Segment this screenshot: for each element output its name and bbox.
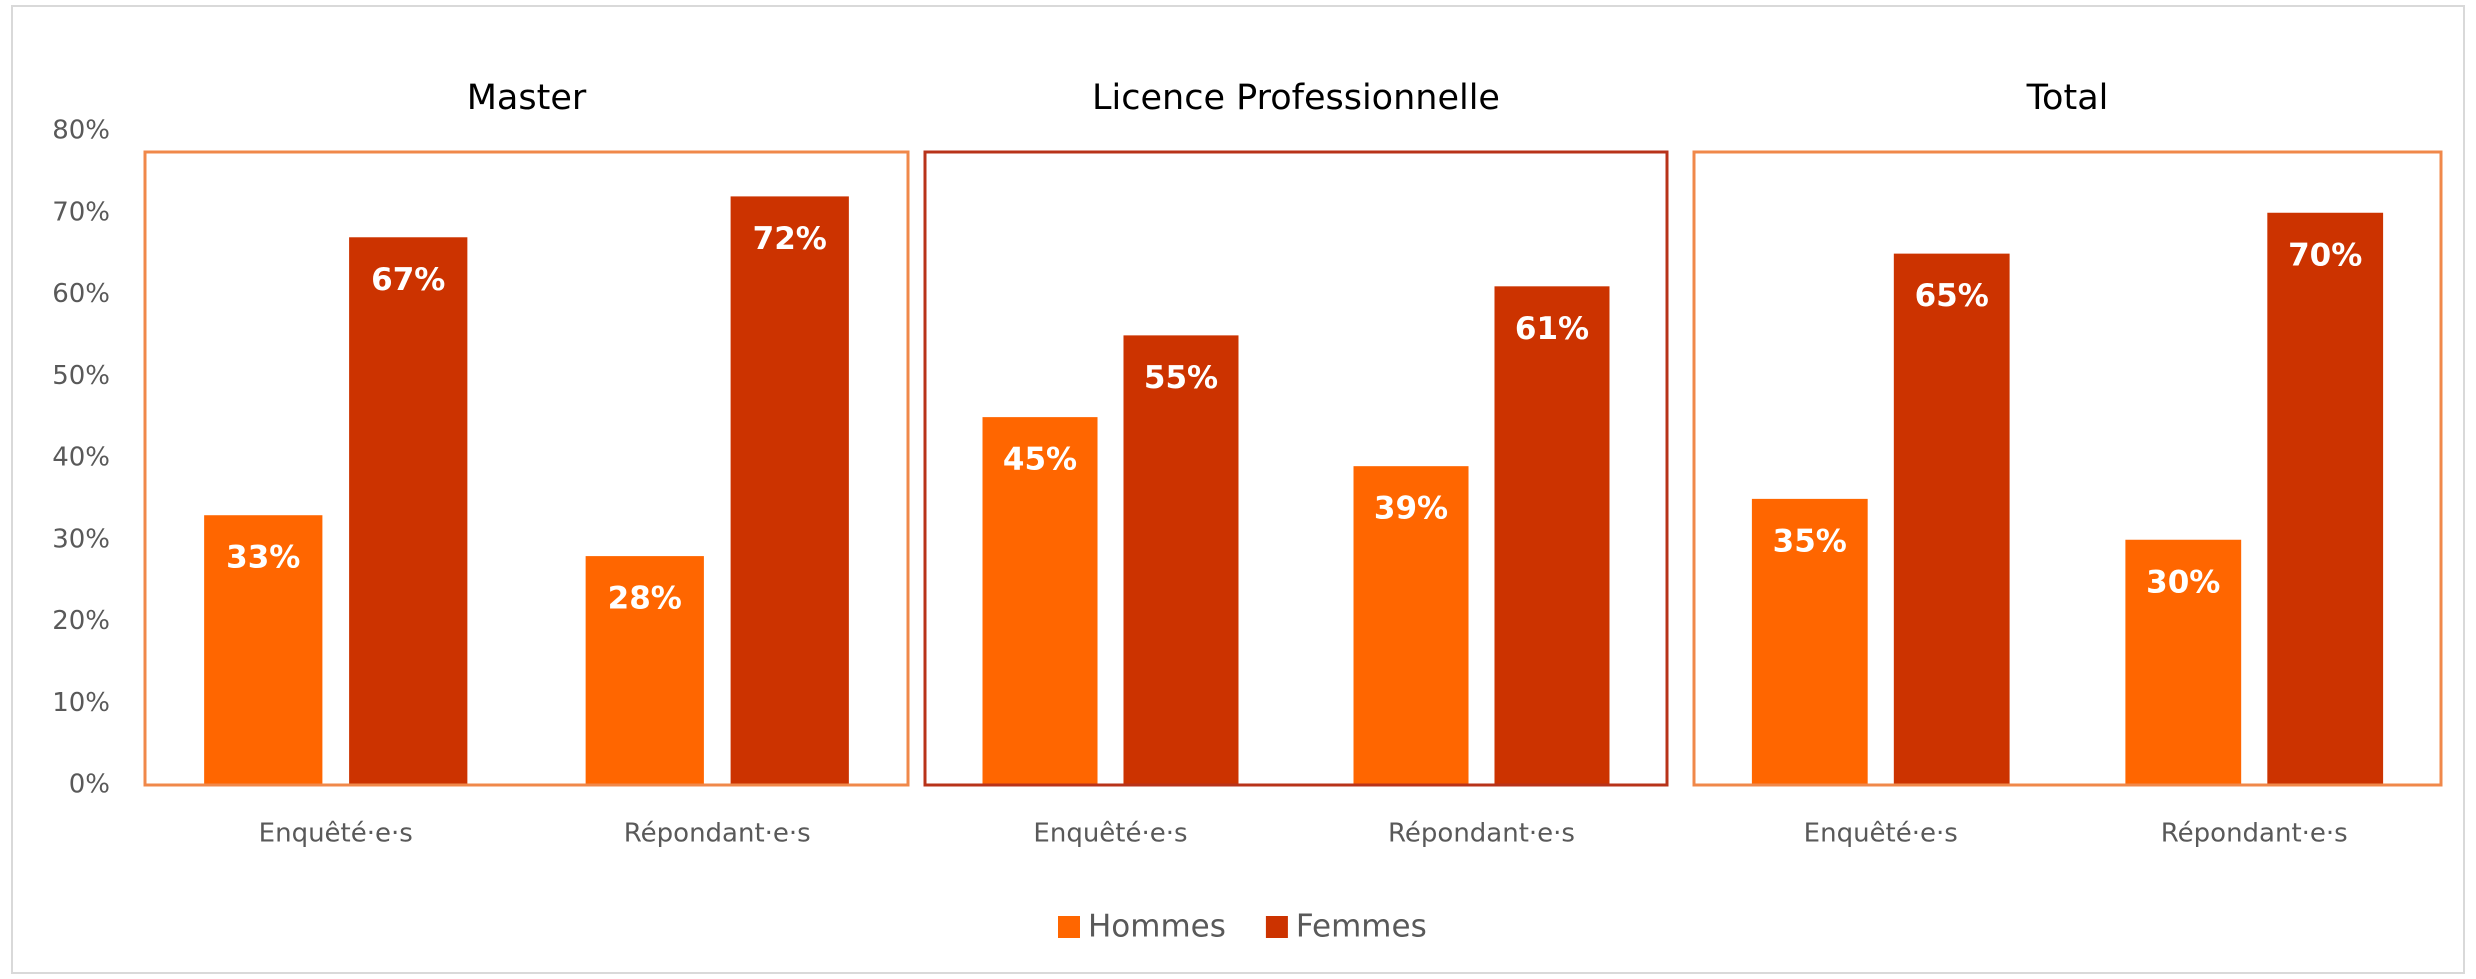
data-label: 39% (1374, 491, 1448, 527)
data-label: 33% (226, 540, 300, 576)
bar (204, 515, 323, 785)
x-tick-label: Enquêté·e·s (259, 819, 413, 849)
data-label: 28% (608, 581, 682, 617)
x-tick-label: Répondant·e·s (624, 819, 811, 849)
x-tick-label: Répondant·e·s (2161, 819, 2348, 849)
data-label: 30% (2146, 564, 2220, 600)
panel-border (923, 150, 1669, 787)
y-tick-label: 40% (52, 443, 110, 473)
bar (1353, 466, 1469, 785)
data-label: 67% (371, 262, 445, 298)
data-label: 45% (1003, 442, 1077, 478)
panel-border (143, 150, 910, 787)
y-tick-label: 50% (52, 361, 110, 391)
bar (1751, 498, 1868, 785)
data-label: 72% (753, 221, 827, 257)
x-tick-label: Enquêté·e·s (1033, 819, 1187, 849)
legend-label: Femmes (1296, 909, 1427, 945)
y-tick-label: 20% (52, 606, 110, 636)
bar (2267, 212, 2384, 785)
panel-border (1692, 150, 2443, 787)
data-label: 55% (1144, 360, 1218, 396)
x-tick-label: Enquêté·e·s (1804, 819, 1958, 849)
data-label: 70% (2288, 237, 2362, 273)
bar (349, 237, 468, 785)
x-tick-label: Répondant·e·s (1388, 819, 1575, 849)
bar (1123, 335, 1239, 785)
data-label: 61% (1515, 311, 1589, 347)
y-tick-label: 70% (52, 197, 110, 227)
panel-title: Licence Professionnelle (1092, 78, 1500, 118)
panel-title: Total (2026, 78, 2109, 118)
panel-title: Master (467, 78, 587, 118)
y-tick-label: 0% (69, 770, 110, 800)
bar (1494, 286, 1610, 785)
legend-swatch (1265, 916, 1288, 938)
legend-swatch (1058, 916, 1080, 938)
bar (585, 556, 704, 785)
bar (1893, 253, 2010, 785)
data-label: 35% (1773, 523, 1847, 559)
y-tick-label: 80% (52, 116, 110, 146)
y-tick-label: 60% (52, 279, 110, 309)
y-tick-label: 10% (52, 688, 110, 718)
bar (730, 196, 849, 785)
data-label: 65% (1915, 278, 1989, 314)
bar (982, 417, 1098, 785)
y-tick-label: 30% (52, 524, 110, 554)
bar (2125, 539, 2242, 785)
legend-label: Hommes (1088, 909, 1226, 945)
